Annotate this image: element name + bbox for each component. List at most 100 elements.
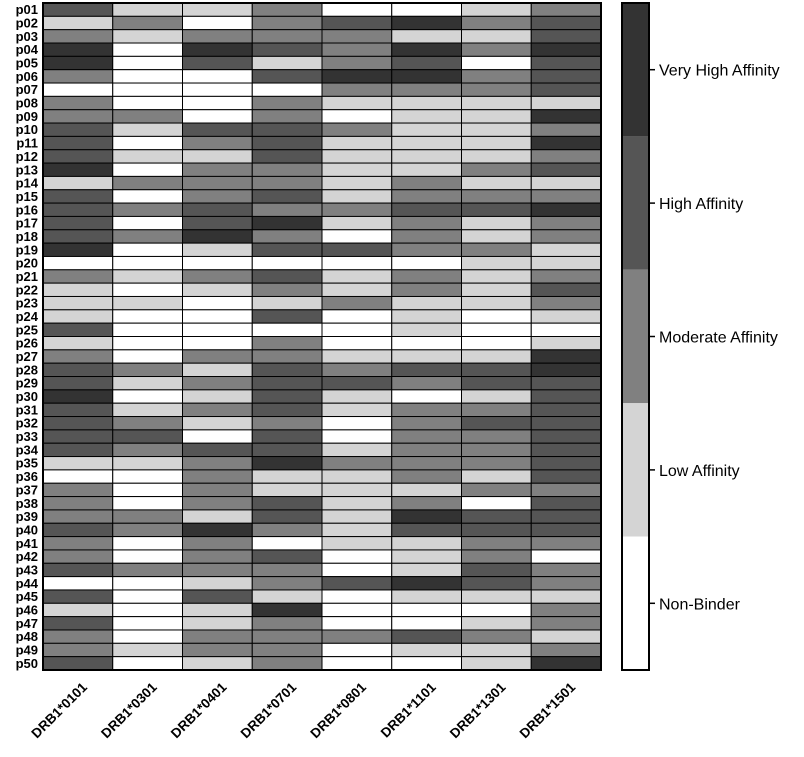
heatmap-cell	[391, 95, 462, 111]
legend-label: Non-Binder	[659, 596, 741, 613]
heatmap-cell	[182, 42, 253, 57]
heatmap-cell	[251, 389, 323, 404]
heatmap-cell	[112, 442, 183, 458]
heatmap-cell	[42, 255, 114, 271]
heatmap-cell	[530, 376, 602, 391]
heatmap-cell	[530, 536, 602, 551]
heatmap-cell	[42, 149, 114, 164]
heatmap-cell	[391, 442, 462, 458]
row-label: p06	[16, 69, 38, 84]
heatmap-cell	[42, 109, 114, 124]
heatmap-cell	[182, 429, 253, 444]
heatmap-cell	[112, 642, 183, 658]
heatmap-cell	[251, 255, 323, 271]
heatmap-cell	[461, 509, 532, 524]
heatmap-cell	[42, 42, 114, 57]
heatmap-cell	[182, 55, 253, 71]
row-label: p40	[16, 522, 38, 537]
heatmap-cell	[112, 135, 183, 151]
row-label: p15	[16, 189, 38, 204]
heatmap-cell	[182, 522, 253, 538]
legend-swatch	[622, 536, 649, 670]
heatmap-cell	[182, 469, 253, 484]
heatmap-cell	[112, 429, 183, 444]
row-label: p22	[16, 282, 38, 297]
heatmap-cell	[182, 536, 253, 551]
heatmap-cell	[251, 242, 323, 257]
row-label: p29	[16, 376, 38, 391]
heatmap-cell	[461, 656, 532, 671]
heatmap-cell	[42, 2, 114, 17]
heatmap-cell	[42, 349, 114, 364]
heatmap-cell	[461, 616, 532, 631]
heatmap-cell	[321, 642, 393, 658]
row-label: p44	[16, 576, 39, 591]
heatmap-cell	[530, 469, 602, 484]
heatmap-cell	[42, 362, 114, 378]
heatmap-cell	[391, 109, 462, 124]
heatmap-cell	[42, 95, 114, 111]
heatmap-cell	[251, 82, 323, 97]
heatmap-cell	[321, 175, 393, 191]
row-label: p20	[16, 256, 38, 271]
heatmap-cell	[321, 522, 393, 538]
column-label: DRB1*0301	[98, 679, 160, 741]
heatmap-cell	[112, 109, 183, 124]
heatmap-cell	[42, 162, 114, 177]
heatmap-cell	[42, 376, 114, 391]
heatmap-cell	[112, 602, 183, 618]
heatmap-cell	[461, 362, 532, 378]
heatmap-cell	[321, 109, 393, 124]
heatmap-cell	[461, 416, 532, 431]
heatmap-cell	[461, 282, 532, 297]
row-label: p30	[16, 389, 38, 404]
heatmap-cell	[461, 149, 532, 164]
heatmap-cell	[112, 469, 183, 484]
heatmap-cell	[530, 242, 602, 257]
heatmap-cell	[112, 389, 183, 404]
heatmap-cell	[42, 29, 114, 44]
heatmap-cell	[391, 589, 462, 604]
heatmap-cell	[391, 42, 462, 57]
heatmap-cell	[251, 202, 323, 217]
heatmap-cell	[182, 29, 253, 44]
heatmap-cell	[321, 389, 393, 404]
heatmap-cell	[391, 536, 462, 551]
heatmap-cell	[251, 642, 323, 658]
row-label: p07	[16, 82, 38, 97]
heatmap-cell	[182, 255, 253, 271]
row-label: p32	[16, 416, 38, 431]
heatmap-cell	[112, 55, 183, 71]
heatmap-cell	[251, 69, 323, 84]
heatmap-cell	[461, 55, 532, 71]
heatmap-cell	[391, 362, 462, 378]
row-label: p18	[16, 229, 38, 244]
row-labels: p01p02p03p04p05p06p07p08p09p10p11p12p13p…	[16, 2, 39, 671]
heatmap-cell	[391, 175, 462, 191]
row-label: p42	[16, 549, 38, 564]
heatmap-cell	[182, 162, 253, 177]
heatmap-cell	[42, 589, 114, 604]
heatmap-cell	[321, 509, 393, 524]
legend-swatch	[622, 269, 649, 404]
heatmap-cell	[182, 135, 253, 151]
column-labels: DRB1*0101 DRB1*0301 DRB1*0401 DRB1*0701 DRB1…	[28, 679, 578, 741]
heatmap-cell	[530, 562, 602, 578]
heatmap-cell	[391, 229, 462, 244]
heatmap-cell	[112, 416, 183, 431]
heatmap-cell	[251, 482, 323, 498]
heatmap-cell	[182, 202, 253, 217]
heatmap-cell	[530, 135, 602, 151]
heatmap-cell	[321, 589, 393, 604]
heatmap-cell	[112, 69, 183, 84]
heatmap-cell	[461, 269, 532, 284]
heatmap-cell	[182, 576, 253, 591]
heatmap-cell	[530, 109, 602, 124]
heatmap-cell	[391, 429, 462, 444]
heatmap-cell	[182, 95, 253, 111]
heatmap-cell	[321, 456, 393, 471]
heatmap-cell	[182, 456, 253, 471]
heatmap-cell	[391, 269, 462, 284]
row-label: p13	[16, 162, 38, 177]
column-label: DRB1*1101	[378, 679, 439, 740]
